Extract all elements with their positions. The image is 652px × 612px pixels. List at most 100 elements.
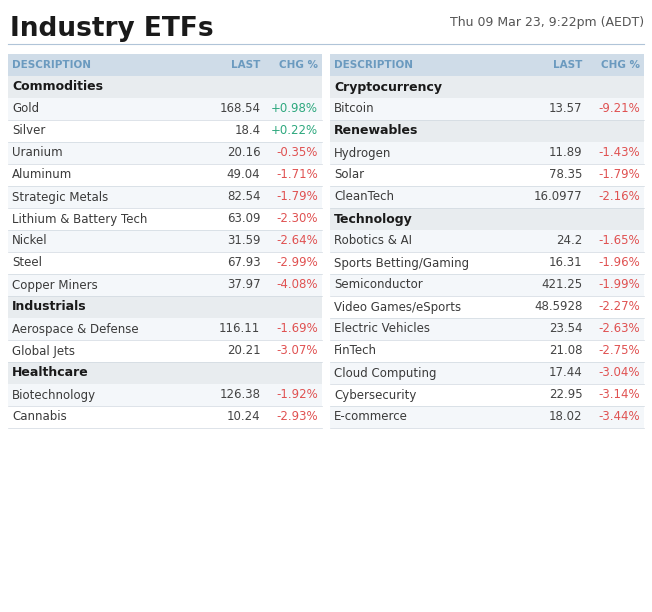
Bar xyxy=(330,340,644,362)
Text: Cybersecurity: Cybersecurity xyxy=(334,389,417,401)
Text: Electric Vehicles: Electric Vehicles xyxy=(334,323,430,335)
Bar xyxy=(330,296,644,318)
Text: Strategic Metals: Strategic Metals xyxy=(12,190,108,204)
Text: -2.93%: -2.93% xyxy=(276,411,318,424)
Bar xyxy=(330,208,644,230)
Text: Healthcare: Healthcare xyxy=(12,367,89,379)
Bar xyxy=(330,252,644,274)
Bar xyxy=(8,340,322,362)
Bar xyxy=(8,252,322,274)
Text: Thu 09 Mar 23, 9:22pm (AEDT): Thu 09 Mar 23, 9:22pm (AEDT) xyxy=(450,16,644,29)
Bar xyxy=(330,230,644,252)
Bar xyxy=(8,296,322,318)
Text: Cloud Computing: Cloud Computing xyxy=(334,367,436,379)
Text: 31.59: 31.59 xyxy=(227,234,260,247)
Text: -2.30%: -2.30% xyxy=(276,212,318,225)
Text: CleanTech: CleanTech xyxy=(334,190,394,204)
Bar xyxy=(8,76,322,98)
Bar xyxy=(8,186,322,208)
Text: Aerospace & Defense: Aerospace & Defense xyxy=(12,323,139,335)
Text: -3.44%: -3.44% xyxy=(599,411,640,424)
Text: Steel: Steel xyxy=(12,256,42,269)
Text: -0.35%: -0.35% xyxy=(276,146,318,160)
Text: 126.38: 126.38 xyxy=(219,389,260,401)
Text: Cannabis: Cannabis xyxy=(12,411,67,424)
Text: Industry ETFs: Industry ETFs xyxy=(10,16,214,42)
Text: -3.04%: -3.04% xyxy=(599,367,640,379)
Text: Uranium: Uranium xyxy=(12,146,63,160)
Text: Commodities: Commodities xyxy=(12,81,103,94)
Text: Solar: Solar xyxy=(334,168,364,182)
Text: 10.24: 10.24 xyxy=(227,411,260,424)
Text: Global Jets: Global Jets xyxy=(12,345,75,357)
Text: Robotics & AI: Robotics & AI xyxy=(334,234,412,247)
Text: Cryptocurrency: Cryptocurrency xyxy=(334,81,442,94)
Text: Lithium & Battery Tech: Lithium & Battery Tech xyxy=(12,212,147,225)
Text: Video Games/eSports: Video Games/eSports xyxy=(334,300,461,313)
Text: -2.16%: -2.16% xyxy=(599,190,640,204)
Bar xyxy=(330,164,644,186)
Text: E-commerce: E-commerce xyxy=(334,411,408,424)
Text: -1.43%: -1.43% xyxy=(599,146,640,160)
Text: -1.92%: -1.92% xyxy=(276,389,318,401)
Text: 23.54: 23.54 xyxy=(549,323,582,335)
Text: -2.99%: -2.99% xyxy=(276,256,318,269)
Text: +0.22%: +0.22% xyxy=(271,124,318,138)
Text: -1.69%: -1.69% xyxy=(276,323,318,335)
Text: CHG %: CHG % xyxy=(601,60,640,70)
Text: DESCRIPTION: DESCRIPTION xyxy=(334,60,413,70)
Text: -3.14%: -3.14% xyxy=(599,389,640,401)
Text: Bitcoin: Bitcoin xyxy=(334,102,375,116)
Bar xyxy=(8,54,322,76)
Bar xyxy=(8,318,322,340)
Text: 17.44: 17.44 xyxy=(548,367,582,379)
Bar xyxy=(330,274,644,296)
Text: 16.0977: 16.0977 xyxy=(534,190,582,204)
Bar xyxy=(330,76,644,98)
Bar xyxy=(330,54,644,76)
Text: 168.54: 168.54 xyxy=(219,102,260,116)
Text: 24.2: 24.2 xyxy=(556,234,582,247)
Bar xyxy=(8,208,322,230)
Text: -4.08%: -4.08% xyxy=(276,278,318,291)
Text: 22.95: 22.95 xyxy=(549,389,582,401)
Bar xyxy=(8,120,322,142)
Text: Gold: Gold xyxy=(12,102,39,116)
Text: 13.57: 13.57 xyxy=(549,102,582,116)
Bar xyxy=(330,406,644,428)
Bar xyxy=(8,142,322,164)
Text: 18.4: 18.4 xyxy=(234,124,260,138)
Bar xyxy=(8,406,322,428)
Text: +0.98%: +0.98% xyxy=(271,102,318,116)
Text: Semiconductor: Semiconductor xyxy=(334,278,422,291)
Text: 63.09: 63.09 xyxy=(227,212,260,225)
Text: 48.5928: 48.5928 xyxy=(534,300,582,313)
Text: LAST: LAST xyxy=(553,60,582,70)
Text: Technology: Technology xyxy=(334,212,413,225)
Bar xyxy=(8,98,322,120)
Text: -2.75%: -2.75% xyxy=(599,345,640,357)
Text: 21.08: 21.08 xyxy=(549,345,582,357)
Text: DESCRIPTION: DESCRIPTION xyxy=(12,60,91,70)
Bar xyxy=(330,362,644,384)
Bar xyxy=(330,384,644,406)
Text: 16.31: 16.31 xyxy=(549,256,582,269)
Text: 67.93: 67.93 xyxy=(227,256,260,269)
Bar xyxy=(330,98,644,120)
Text: 20.16: 20.16 xyxy=(227,146,260,160)
Text: Sports Betting/Gaming: Sports Betting/Gaming xyxy=(334,256,469,269)
Text: Industrials: Industrials xyxy=(12,300,87,313)
Text: Renewables: Renewables xyxy=(334,124,419,138)
Text: 82.54: 82.54 xyxy=(227,190,260,204)
Text: 11.89: 11.89 xyxy=(549,146,582,160)
Text: -2.63%: -2.63% xyxy=(599,323,640,335)
Text: FinTech: FinTech xyxy=(334,345,377,357)
Text: -1.96%: -1.96% xyxy=(599,256,640,269)
Bar xyxy=(8,230,322,252)
Text: -1.65%: -1.65% xyxy=(599,234,640,247)
Text: Silver: Silver xyxy=(12,124,46,138)
Text: CHG %: CHG % xyxy=(279,60,318,70)
Text: 20.21: 20.21 xyxy=(227,345,260,357)
Bar xyxy=(8,274,322,296)
Bar xyxy=(8,164,322,186)
